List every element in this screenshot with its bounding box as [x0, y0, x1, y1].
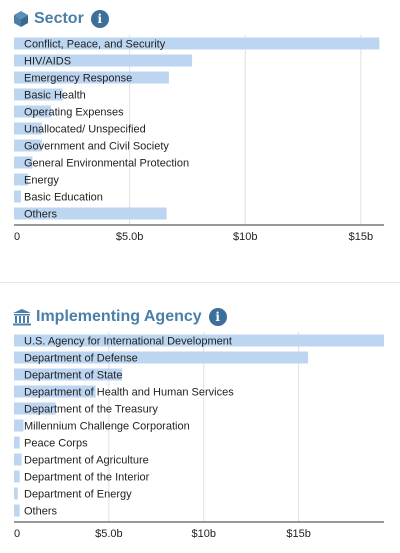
agency-tick-label: $10b [192, 528, 216, 540]
sector-bar-label: Operating Expenses [24, 107, 124, 119]
sector-tick-label: 0 [14, 231, 20, 243]
agency-bar-label: Department of Energy [24, 489, 132, 501]
sector-bar[interactable] [14, 190, 21, 203]
agency-bar-label: Department of the Interior [24, 472, 150, 484]
agency-bar-label: Peace Corps [24, 438, 88, 450]
sector-header: Sector i [12, 10, 109, 28]
agency-bar[interactable] [14, 385, 96, 398]
sector-bar[interactable] [14, 122, 42, 135]
sector-tick-label: $15b [349, 231, 373, 243]
sector-bar-label: Basic Education [24, 192, 103, 204]
agency-info-label: i [215, 310, 220, 324]
sector-bar[interactable] [14, 54, 193, 67]
agency-bar[interactable] [14, 504, 20, 517]
sector-bar-label: Basic Health [24, 90, 86, 102]
agency-bar-label: Department of the Treasury [24, 404, 158, 416]
agency-bar[interactable] [14, 419, 24, 432]
sector-bar[interactable] [14, 207, 167, 220]
agency-bar[interactable] [14, 470, 20, 483]
sector-bar-label: Unallocated/ Unspecified [24, 124, 146, 136]
sector-tick-label: $10b [233, 231, 257, 243]
sector-bar[interactable] [14, 71, 169, 84]
agency-bar-label: Department of Defense [24, 353, 138, 365]
sector-bar[interactable] [14, 88, 63, 101]
sector-info-label: i [97, 12, 103, 26]
agency-bar[interactable] [14, 487, 18, 500]
sector-bar[interactable] [14, 173, 28, 186]
government-building-icon [13, 309, 31, 326]
sector-bar-label: Conflict, Peace, and Security [24, 39, 166, 51]
sector-bar-label: Emergency Response [24, 73, 132, 85]
agency-header: Implementing Agency i [12, 308, 227, 326]
cube-icon [14, 11, 28, 27]
agency-bar[interactable] [14, 436, 20, 449]
sector-bar-label: Others [24, 209, 58, 221]
agency-bar-label: Millennium Challenge Corporation [24, 421, 190, 433]
agency-title: Implementing Agency [36, 308, 202, 325]
sector-bar-label: Government and Civil Society [24, 141, 169, 153]
agency-bar-label: Department of State [24, 370, 122, 382]
agency-tick-label: $15b [286, 528, 310, 540]
agency-bar-label: Department of Health and Human Services [24, 387, 234, 399]
sector-bar[interactable] [14, 139, 42, 152]
sector-bar-label: Energy [24, 175, 59, 187]
sector-bar[interactable] [14, 156, 33, 169]
sector-bar-label: General Environmental Protection [24, 158, 189, 170]
sector-info-icon[interactable]: i [90, 10, 109, 28]
sector-tick-label: $5.0b [116, 231, 144, 243]
agency-bar[interactable] [14, 402, 56, 415]
agency-bar-label: U.S. Agency for International Developmen… [24, 336, 232, 348]
sector-bar-label: HIV/AIDS [24, 56, 71, 68]
agency-tick-label: 0 [14, 528, 20, 540]
agency-tick-label: $5.0b [95, 528, 123, 540]
agency-bar[interactable] [14, 334, 384, 347]
agency-bar-label: Others [24, 506, 58, 518]
agency-info-icon[interactable]: i [208, 308, 227, 326]
sector-bar[interactable] [14, 105, 51, 118]
panel-divider [0, 282, 400, 283]
sector-bar-chart: Conflict, Peace, and Security HIV/AIDS Eme… [14, 35, 384, 243]
agency-bar[interactable] [14, 368, 123, 381]
sector-bar[interactable] [14, 37, 380, 50]
agency-bar[interactable] [14, 453, 22, 466]
agency-bar[interactable] [14, 351, 309, 364]
agency-bar-label: Department of Agriculture [24, 455, 149, 467]
sector-panel: Sector i Conflict, Peace, and Security HI… [0, 0, 400, 270]
sector-title: Sector [34, 10, 84, 27]
